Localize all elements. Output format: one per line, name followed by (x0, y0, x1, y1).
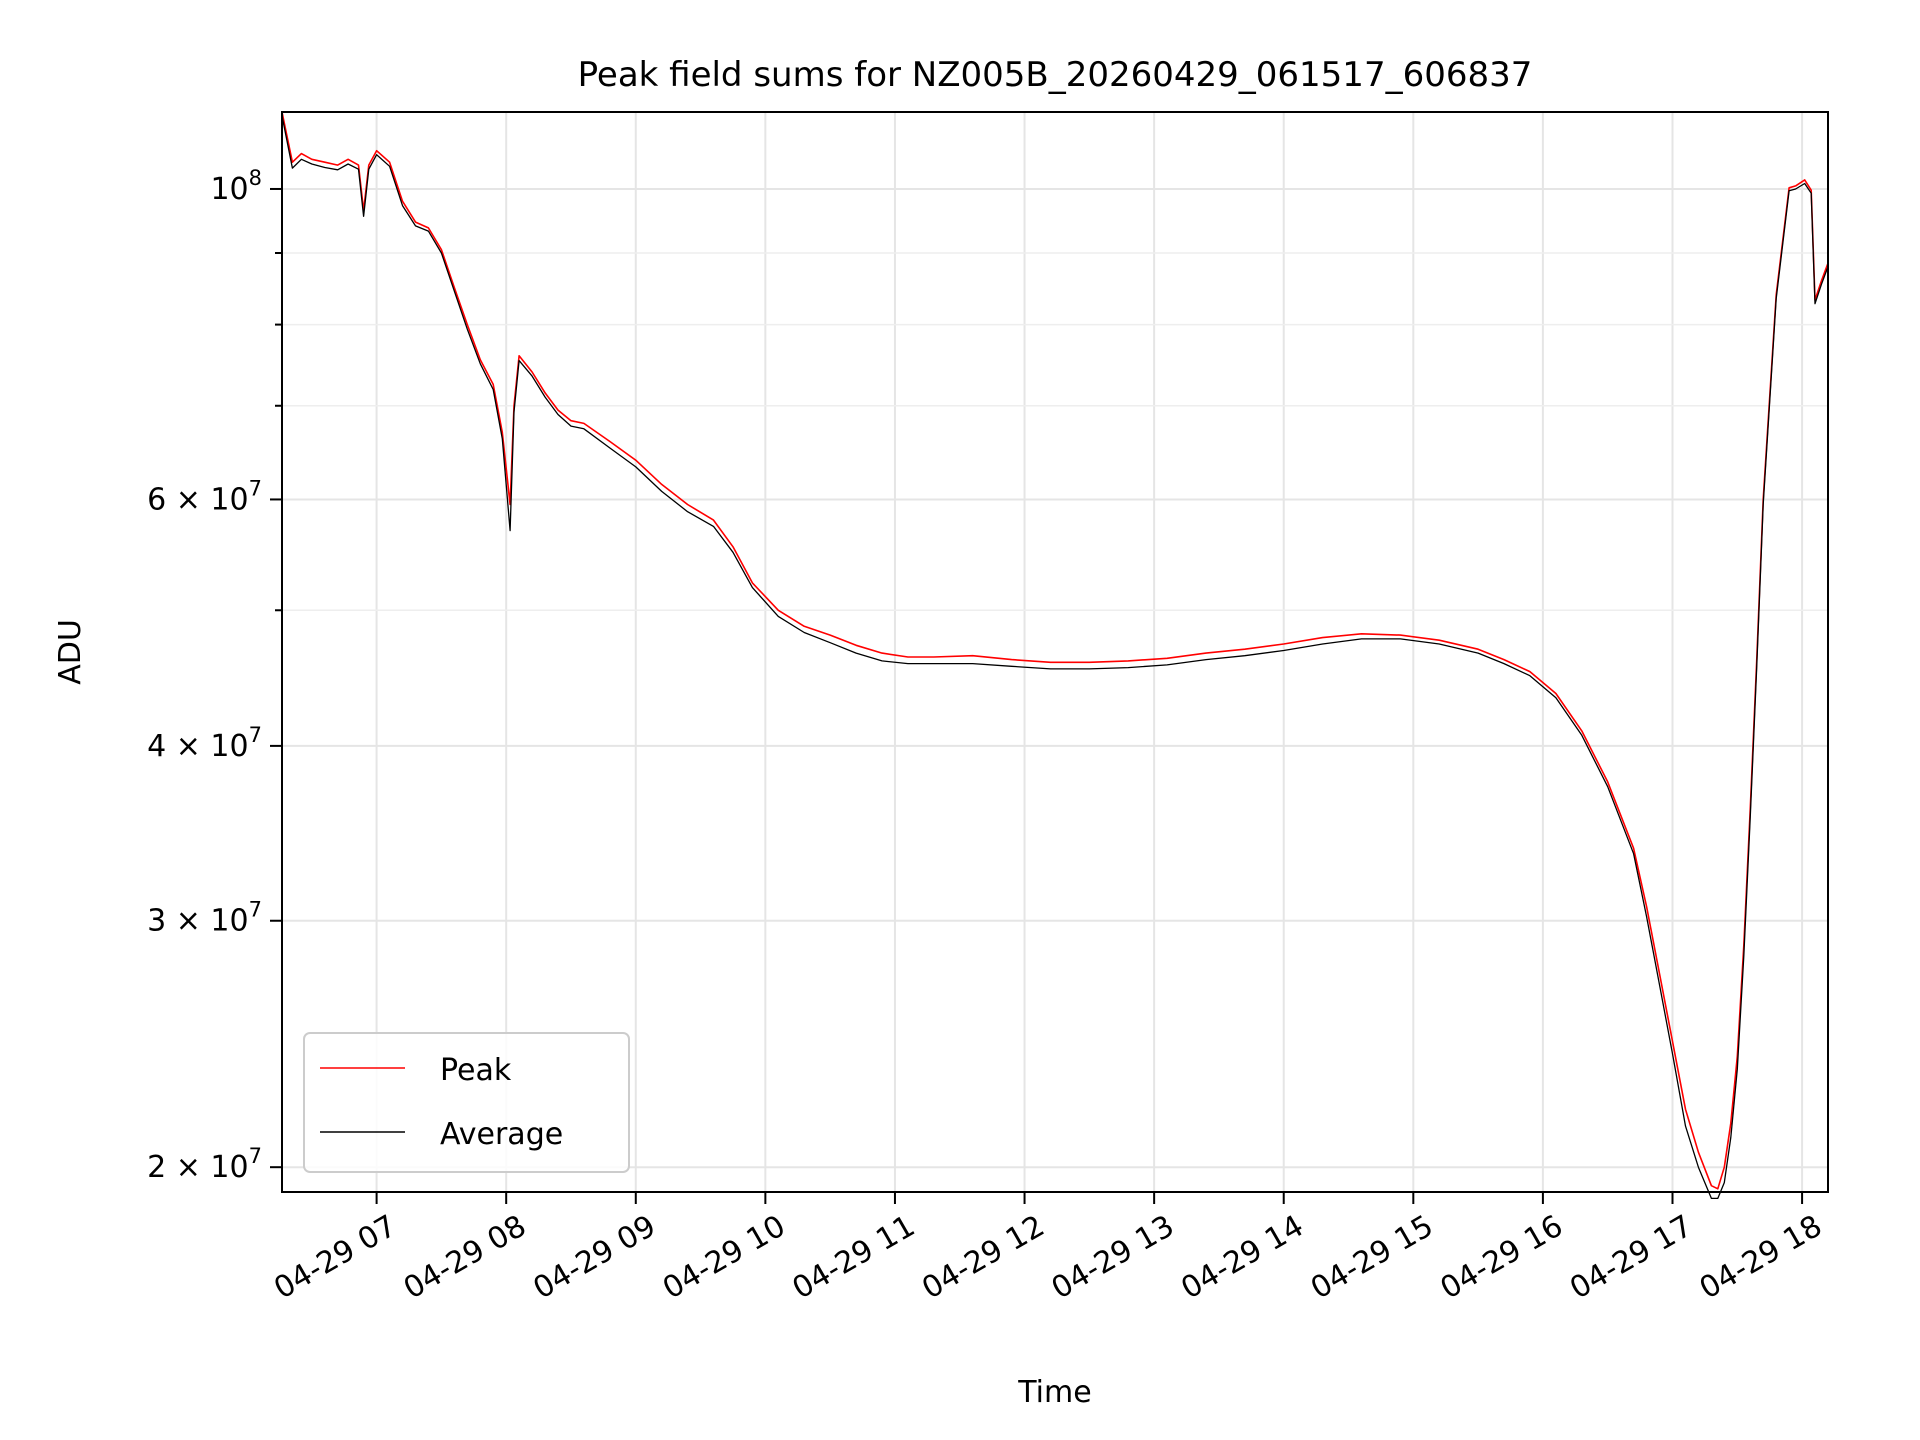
series-line-peak (281, 111, 1829, 1190)
y-tick-label-2: 4 × 107 (147, 723, 262, 764)
chart-title: Peak field sums for NZ005B_20260429_0615… (578, 55, 1533, 95)
y-tick-label-4: 108 (210, 166, 262, 207)
y-tick-label-3: 6 × 107 (147, 476, 262, 517)
y-axis-ticks: 2 × 107 3 × 107 4 × 107 6 × 107 108 (147, 166, 282, 1185)
y-axis-label: ADU (53, 619, 88, 685)
legend-label-average: Average (440, 1117, 563, 1152)
legend: Peak Average (303, 1032, 630, 1173)
legend-label-peak: Peak (440, 1053, 512, 1088)
y-tick-label-1: 3 × 107 (147, 898, 262, 939)
series-layer (281, 111, 1829, 1200)
x-axis-label: Time (1017, 1375, 1091, 1410)
series-line-average (281, 115, 1829, 1200)
plot-frame (281, 111, 1829, 1193)
y-tick-label-0: 2 × 107 (147, 1144, 262, 1185)
grid (282, 112, 1828, 1192)
